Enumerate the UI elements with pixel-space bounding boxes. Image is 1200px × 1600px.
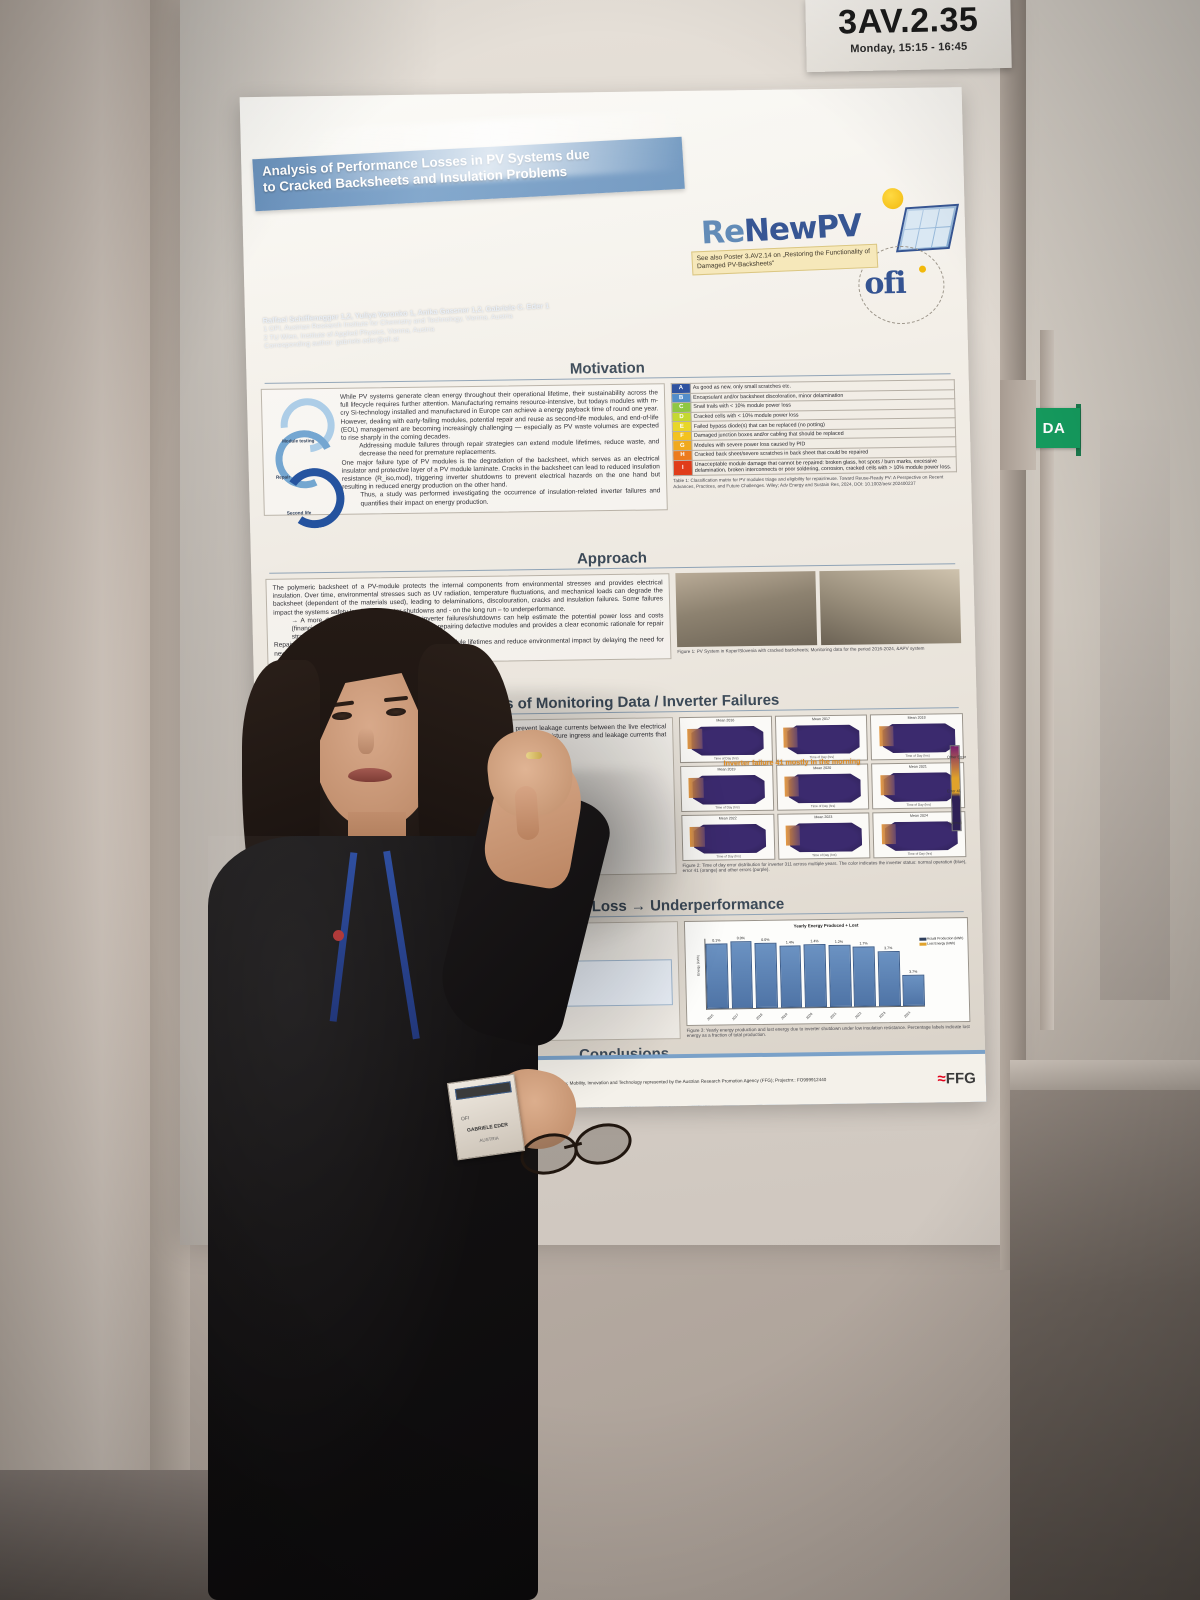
door-frame — [1040, 330, 1054, 1030]
motivation-p4: Thus, a study was performed investigatin… — [360, 487, 661, 508]
ofi-logo-text: ofi — [863, 265, 907, 302]
plot-error-band — [783, 726, 799, 748]
ffg-logo-text: FFG — [945, 1069, 977, 1087]
plot-year-label: Mean 2017 — [811, 716, 831, 722]
chart-xticklabels: 201620172018201920202021202220232024 — [706, 1011, 925, 1023]
poster-authors-block: Raffael Schiffenegger 1,2, Yuliya Voronk… — [262, 295, 693, 353]
index-finger — [514, 785, 540, 841]
chart-bar: 1.4% — [803, 940, 828, 1008]
chart-bar: 3.7% — [877, 946, 901, 1007]
renewpv-logo-rest: NewPV — [742, 207, 863, 250]
section-motivation: Motivation Module testing Repair Second … — [260, 349, 958, 534]
chart-bar-label: 0.0% — [736, 936, 745, 941]
time-of-day-plot: Mean 2023 Time of Day (hrs) — [776, 812, 871, 860]
poster-title-band: Analysis of Performance Losses in PV Sys… — [252, 136, 685, 212]
eyeglasses-held — [516, 1117, 640, 1181]
approach-heading: Approach — [268, 545, 956, 574]
chart-bar: 0.0% — [754, 937, 778, 1009]
cycle-label-testing: Module testing — [281, 438, 315, 444]
chart-bar: 1.4% — [779, 940, 803, 1008]
chart-bar-label: 1.4% — [810, 939, 819, 944]
classification-table-wrap: A As good as new, only small scratches et… — [671, 379, 958, 510]
table1-caption: Table 1: Classification matrix for PV mo… — [673, 474, 944, 489]
chart-bar-label: 1.4% — [785, 940, 795, 945]
classification-key: C — [671, 402, 691, 413]
classification-description: Unacceptable module damage that cannot b… — [692, 456, 957, 476]
chart-bars: 0.1%0.0%0.0%1.4%1.4%1.2%1.7%3.7%3.7% — [704, 935, 926, 1010]
corridor-recess — [1100, 420, 1170, 1000]
legend-actual: Actual Production (kWh) — [926, 936, 964, 941]
time-of-day-plot: Mean 2020 Time of Day (hrs) — [775, 763, 870, 811]
finger-ring — [526, 752, 542, 759]
colorbar-label-normal: Normal — [949, 821, 962, 826]
classification-key: G — [672, 440, 692, 451]
chart-bar-label: 3.7% — [909, 969, 918, 974]
classification-key: F — [672, 431, 692, 442]
classification-key: E — [672, 421, 692, 432]
badge-header-bar — [454, 1081, 512, 1100]
cycle-label-secondlife: Second life — [286, 510, 312, 516]
classification-key: A — [671, 383, 691, 394]
colorbar-label-other: Other Error — [946, 755, 967, 760]
classification-key: H — [672, 450, 693, 461]
cycle-label-repair: Repair — [275, 474, 291, 480]
poster-id-placard: 3AV.2.35 Monday, 15:15 - 16:45 — [805, 0, 1012, 73]
figure1-caption: Figure 1: PV System in Koper/Slovenia wi… — [677, 645, 925, 655]
classification-row: I Unacceptable module damage that cannot … — [673, 456, 957, 477]
plot-error-band — [785, 824, 801, 846]
lanyard-pin — [333, 930, 344, 941]
glasses-lens-left — [516, 1127, 582, 1181]
chart-bar: 0.0% — [729, 936, 754, 1009]
sun-icon — [882, 187, 904, 210]
ffg-logo: ≈FFG — [937, 1069, 977, 1087]
classification-key: D — [671, 412, 692, 422]
chart-bar-label: 1.7% — [859, 941, 868, 946]
plot-error-band — [878, 725, 894, 747]
board-right-edge — [1000, 0, 1026, 1270]
conference-badge: OFI GABRIELE EDER AUSTRIA — [446, 1073, 526, 1161]
mouth-smiling — [348, 768, 392, 782]
colorbar-label-error41: Error 41 — [947, 789, 961, 794]
badge-line1: OFI — [460, 1115, 470, 1123]
wayfinding-sign: DA — [1028, 408, 1080, 448]
chart-bar-label: 1.2% — [834, 939, 844, 944]
motivation-p1: While PV systems generate clean energy t… — [339, 389, 659, 442]
plot-error-band — [784, 775, 800, 797]
sign-occluder-post — [1000, 380, 1036, 470]
photo-cracked-backsheet — [819, 569, 962, 646]
badge-line3: AUSTRIA — [479, 1135, 500, 1144]
chart-legend: Actual Production (kWh) Lost Energy (kWh… — [919, 936, 964, 947]
chart-bar: 3.7% — [902, 969, 926, 1006]
motivation-text-panel: Module testing Repair Second life While … — [260, 383, 668, 534]
placard-code: 3AV.2.35 — [837, 0, 979, 42]
plot-xaxis-label: Time of Day (hrs) — [811, 852, 837, 858]
plot-error-band — [879, 774, 895, 796]
person-presenter: OFI GABRIELE EDER AUSTRIA — [190, 600, 710, 1600]
nose — [358, 728, 374, 754]
lifecycle-diagram: Module testing Repair Second life — [267, 387, 350, 534]
ofi-logo-dot — [918, 265, 927, 273]
back-wall — [0, 0, 170, 1600]
chart-bar-label: 3.7% — [884, 945, 893, 951]
plot-xaxis-label: Time of Day (hrs) — [907, 851, 933, 856]
approach-figure: Figure 1: PV System in Koper/Slovenia wi… — [675, 569, 962, 659]
floor-right — [1010, 1090, 1200, 1600]
plot-error-band — [881, 823, 897, 845]
plot-xaxis-label: Time of Day (hrs) — [810, 803, 836, 809]
chart-bar: 1.2% — [828, 940, 852, 1007]
time-of-day-plot: Mean 2017 Time of Day (hrs) — [774, 714, 869, 762]
classification-table: A As good as new, only small scratches et… — [671, 379, 957, 477]
classification-key: I — [673, 460, 693, 477]
motivation-heading: Motivation — [264, 355, 951, 384]
renewpv-logo-re: Re — [700, 213, 746, 252]
plot-year-label: Mean 2023 — [814, 814, 833, 820]
classification-key: B — [671, 392, 691, 403]
legend-lost: Lost Energy (kWh) — [927, 941, 956, 946]
plot-year-label: Mean 2018 — [907, 715, 926, 720]
chart-bar-label: 0.0% — [761, 937, 770, 942]
motivation-p3: One major failure type of PV modules is … — [341, 454, 661, 492]
chart-bar: 1.7% — [852, 942, 877, 1007]
